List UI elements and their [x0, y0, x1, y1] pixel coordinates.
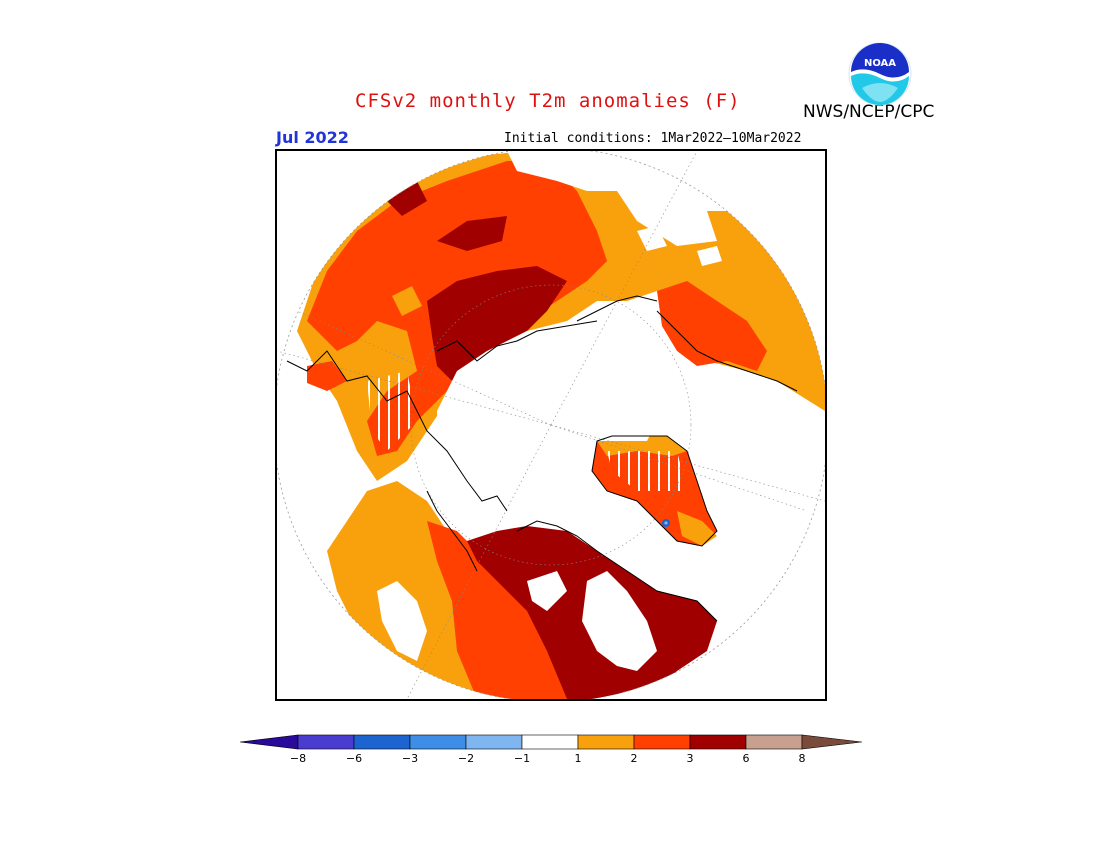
legend-bin [353, 734, 411, 750]
legend-tick-label: −2 [458, 752, 474, 765]
legend-bin [577, 734, 635, 750]
legend-bin [689, 734, 747, 750]
region-asia-darkred-north [437, 216, 507, 251]
legend-tick-label: 1 [575, 752, 582, 765]
region-greenland-orange-south [677, 511, 717, 546]
logo-text: NOAA [864, 58, 896, 69]
legend-bin [465, 734, 523, 750]
forecast-month: Jul 2022 [276, 128, 349, 147]
legend-bin [745, 734, 803, 750]
legend-tick-label: 3 [687, 752, 694, 765]
legend-tick-label: 2 [631, 752, 638, 765]
legend-tick-labels: −8 −6 −3 −2 −1 1 2 3 6 8 [290, 752, 806, 765]
legend-tick-label: 6 [743, 752, 750, 765]
legend-bin [297, 734, 355, 750]
legend-bin-high [801, 734, 862, 750]
map-frame [275, 149, 827, 701]
noaa-logo-icon: NOAA [848, 42, 912, 106]
legend-bin [521, 734, 579, 750]
legend-color-bins [239, 734, 862, 750]
color-legend: −8 −6 −3 −2 −1 1 2 3 6 8 [239, 734, 862, 765]
legend-bin [409, 734, 467, 750]
map-title: CFSv2 monthly T2m anomalies (F) [355, 90, 741, 112]
region-europe-red [657, 281, 767, 371]
region-canada-white-2 [527, 571, 567, 611]
region-europe-white-patches [637, 226, 722, 266]
legend-tick-label: −3 [402, 752, 418, 765]
coastlines [286, 295, 798, 622]
region-alaska-white [377, 581, 427, 661]
region-russia-red-east [307, 361, 347, 391]
legend-tick-label: −6 [346, 752, 362, 765]
polar-map [277, 151, 825, 699]
region-europe-orange [707, 211, 797, 301]
agency-label: NWS/NCEP/CPC [803, 102, 935, 122]
legend-bin [633, 734, 691, 750]
region-asia-orange-patch [392, 286, 422, 316]
legend-tick-label: −1 [514, 752, 530, 765]
initial-conditions-label: Initial conditions: 1Mar2022–10Mar2022 [504, 131, 802, 146]
legend-bin-low [239, 734, 299, 750]
region-asia-darkred-top [387, 181, 427, 216]
legend-tick-label: 8 [799, 752, 806, 765]
region-arctic-white [437, 321, 662, 501]
legend-tick-label: −8 [290, 752, 306, 765]
latitude-longitude-grid [277, 151, 825, 699]
region-canada-white [582, 571, 657, 671]
region-northamerica-red [427, 521, 567, 699]
region-siberia-darkred [427, 266, 567, 381]
region-greenland-stripes [607, 451, 687, 491]
